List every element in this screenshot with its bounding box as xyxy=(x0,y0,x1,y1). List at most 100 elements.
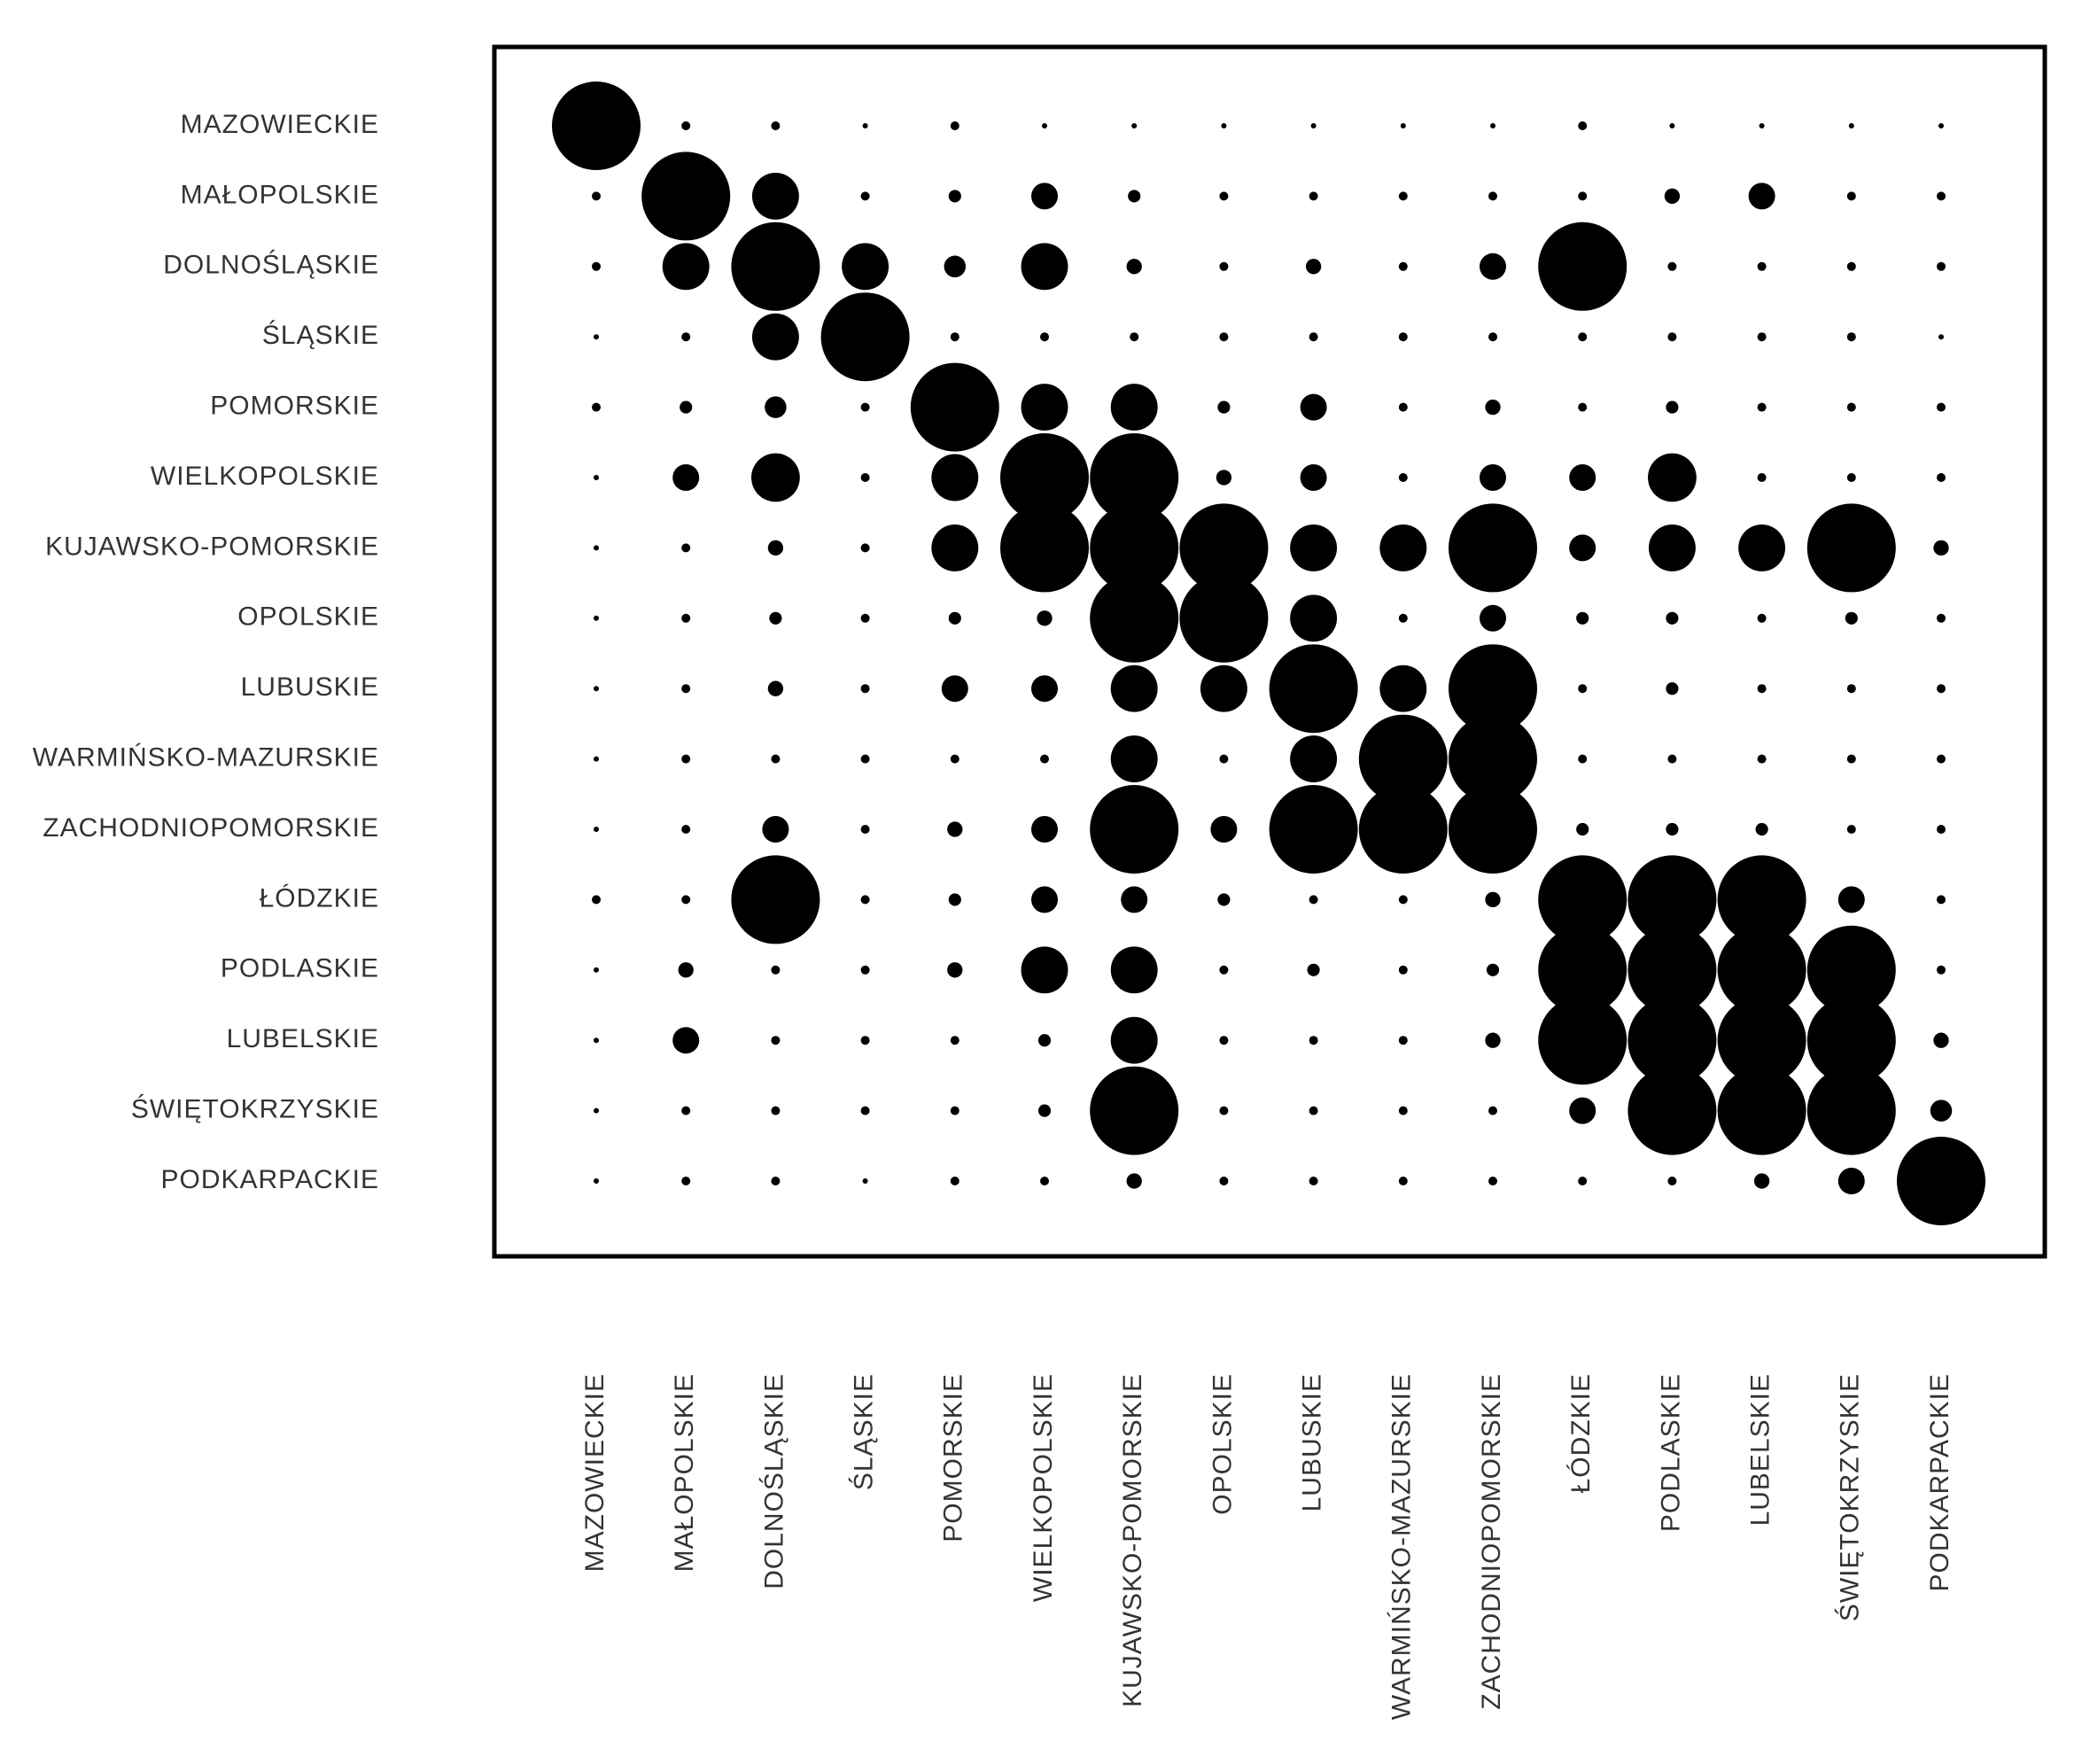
bubble-lubelskie-opolskie xyxy=(1219,1036,1229,1045)
bubble-pomorskie-mazowieckie xyxy=(592,402,601,412)
bubble-kujawsko-pomorskie-dolno-l-skie xyxy=(767,540,784,556)
bubble-ma-opolskie-wielkopolskie xyxy=(1031,183,1058,210)
bubble-lubelskie-dzkie xyxy=(1538,996,1628,1085)
row-label-15: ŚWIĘTOKRZYSKIE xyxy=(131,1094,379,1124)
bubble-wi-tokrzyskie-kujawsko-pomorskie xyxy=(1090,1066,1179,1155)
bubble-kujawsko-pomorskie-ma-opolskie xyxy=(681,543,691,553)
bubble-zachodniopomorskie-kujawsko-pomorskie xyxy=(1090,785,1179,874)
bubble-pomorskie-opolskie xyxy=(1217,400,1231,414)
bubble-podkarpackie-opolskie xyxy=(1219,1177,1229,1185)
column-labels: MAZOWIECKIE MAŁOPOLSKIE DOLNOŚLĄSKIE ŚLĄSKI… xyxy=(580,1373,1954,1720)
bubble-podlaskie-dolno-l-skie xyxy=(771,965,781,975)
bubble-zachodniopomorskie-warmi-sko-mazurskie xyxy=(1358,785,1448,874)
bubble-podlaskie-warmi-sko-mazurskie xyxy=(1398,965,1408,975)
bubble-mazowieckie-pomorskie xyxy=(950,121,959,130)
bubble-wielkopolskie-podkarpackie xyxy=(1937,473,1946,482)
bubble-wi-tokrzyskie-wielkopolskie xyxy=(1037,1104,1052,1117)
bubble-warmi-sko-mazurskie-lubelskie xyxy=(1757,754,1767,764)
bubble-opolskie-ma-opolskie xyxy=(681,613,691,623)
bubble-dolno-l-skie-lubelskie xyxy=(1757,261,1767,271)
bubble-lubuskie-wielkopolskie xyxy=(1031,675,1058,703)
bubble-wi-tokrzyskie-lubuskie xyxy=(1309,1106,1318,1115)
column-label-11: ZACHODNIOPOMORSKIE xyxy=(1477,1373,1506,1710)
bubble-zachodniopomorskie-dzkie xyxy=(1576,822,1589,836)
bubble-dolno-l-skie-podkarpackie xyxy=(1937,261,1946,271)
bubble-mazowieckie-podkarpackie xyxy=(1938,123,1944,128)
bubble-podkarpackie-wielkopolskie xyxy=(1040,1177,1049,1185)
bubble-ma-opolskie-podlaskie xyxy=(1664,188,1681,205)
bubble-mazowieckie-warmi-sko-mazurskie xyxy=(1400,123,1406,128)
bubble-wi-tokrzyskie-lubelskie xyxy=(1717,1066,1806,1155)
bubble-lubelskie-dolno-l-skie xyxy=(771,1036,781,1045)
bubble-podkarpackie-dolno-l-skie xyxy=(771,1177,781,1185)
bubble-podkarpackie-l-skie xyxy=(862,1178,868,1184)
bubble-lubuskie-warmi-sko-mazurskie xyxy=(1379,664,1427,712)
bubble-pomorskie-l-skie xyxy=(860,402,870,412)
bubble-dolno-l-skie-warmi-sko-mazurskie xyxy=(1398,261,1408,271)
bubble-wielkopolskie-wielkopolskie xyxy=(1000,433,1089,522)
column-label-6: WIELKOPOLSKIE xyxy=(1029,1373,1058,1602)
bubble-lubelskie-lubelskie xyxy=(1717,996,1806,1085)
bubble-warmi-sko-mazurskie-ma-opolskie xyxy=(681,754,691,764)
bubble-warmi-sko-mazurskie-pomorskie xyxy=(950,754,959,764)
bubble-dolno-l-skie-dolno-l-skie xyxy=(731,221,820,311)
bubble-layer xyxy=(552,82,1985,1225)
bubble-dzkie-podlaskie xyxy=(1628,855,1717,944)
bubble-pomorskie-wielkopolskie xyxy=(1021,384,1068,431)
bubble-ma-opolskie-lubuskie xyxy=(1309,191,1318,201)
bubble-ma-opolskie-kujawsko-pomorskie xyxy=(1128,190,1141,203)
bubble-wi-tokrzyskie-mazowieckie xyxy=(594,1107,599,1114)
bubble-warmi-sko-mazurskie-podkarpackie xyxy=(1937,754,1946,764)
bubble-dolno-l-skie-zachodniopomorskie xyxy=(1480,253,1506,280)
row-label-5: POMORSKIE xyxy=(210,392,379,421)
bubble-kujawsko-pomorskie-opolskie xyxy=(1179,503,1269,593)
bubble-pomorskie-lubuskie xyxy=(1300,393,1327,421)
bubble-warmi-sko-mazurskie-zachodniopomorskie xyxy=(1449,714,1537,804)
column-label-14: LUBELSKIE xyxy=(1746,1373,1775,1526)
bubble-opolskie-mazowieckie xyxy=(594,615,599,621)
bubble-dolno-l-skie-kujawsko-pomorskie xyxy=(1126,259,1142,275)
bubble-ma-opolskie-podkarpackie xyxy=(1937,191,1946,201)
bubble-wi-tokrzyskie-podkarpackie xyxy=(1930,1100,1953,1122)
bubble-ma-opolskie-zachodniopomorskie xyxy=(1488,191,1497,201)
bubble-wi-tokrzyskie-wi-tokrzyskie xyxy=(1806,1066,1896,1155)
column-label-13: PODLASKIE xyxy=(1656,1373,1685,1532)
bubble-zachodniopomorskie-opolskie xyxy=(1210,816,1238,843)
bubble-wi-tokrzyskie-warmi-sko-mazurskie xyxy=(1398,1106,1408,1115)
bubble-dolno-l-skie-mazowieckie xyxy=(592,261,601,271)
bubble-podlaskie-pomorskie xyxy=(947,962,963,978)
column-label-7: KUJAWSKO-POMORSKIE xyxy=(1118,1373,1147,1707)
bubble-zachodniopomorskie-l-skie xyxy=(860,825,870,834)
bubble-zachodniopomorskie-mazowieckie xyxy=(594,827,599,832)
bubble-wielkopolskie-warmi-sko-mazurskie xyxy=(1398,473,1408,482)
bubble-zachodniopomorskie-wielkopolskie xyxy=(1031,816,1058,843)
bubble-mazowieckie-wi-tokrzyskie xyxy=(1848,123,1854,128)
bubble-pomorskie-pomorskie xyxy=(910,362,999,452)
bubble-kujawsko-pomorskie-podlaskie xyxy=(1648,524,1696,571)
bubble-warmi-sko-mazurskie-warmi-sko-mazurskie xyxy=(1358,714,1448,804)
bubble-dolno-l-skie-lubuskie xyxy=(1305,259,1322,275)
bubble-lubelskie-kujawsko-pomorskie xyxy=(1110,1016,1158,1064)
bubble-podlaskie-l-skie xyxy=(860,965,870,975)
bubble-dolno-l-skie-pomorskie xyxy=(944,255,967,278)
bubble-kujawsko-pomorskie-pomorskie xyxy=(931,524,979,571)
bubble-l-skie-kujawsko-pomorskie xyxy=(1130,332,1139,342)
bubble-podlaskie-wi-tokrzyskie xyxy=(1806,925,1896,1014)
bubble-warmi-sko-mazurskie-mazowieckie xyxy=(594,756,599,762)
bubble-opolskie-lubelskie xyxy=(1757,613,1767,623)
row-label-6: WIELKOPOLSKIE xyxy=(151,462,379,491)
bubble-dolno-l-skie-opolskie xyxy=(1219,261,1229,271)
bubble-dzkie-ma-opolskie xyxy=(681,895,691,905)
bubble-mazowieckie-opolskie xyxy=(1221,123,1227,128)
bubble-dolno-l-skie-dzkie xyxy=(1538,221,1628,311)
bubble-opolskie-warmi-sko-mazurskie xyxy=(1398,613,1408,623)
row-label-16: PODKARPACKIE xyxy=(160,1165,379,1194)
bubble-dzkie-lubelskie xyxy=(1717,855,1806,944)
bubble-dzkie-pomorskie xyxy=(948,893,961,906)
bubble-podkarpackie-warmi-sko-mazurskie xyxy=(1398,1177,1408,1185)
bubble-lubelskie-pomorskie xyxy=(950,1036,959,1045)
row-label-1: MAZOWIECKIE xyxy=(181,110,379,139)
bubble-ma-opolskie-opolskie xyxy=(1219,191,1229,201)
bubble-warmi-sko-mazurskie-dzkie xyxy=(1578,754,1588,764)
bubble-l-skie-dolno-l-skie xyxy=(751,313,799,361)
